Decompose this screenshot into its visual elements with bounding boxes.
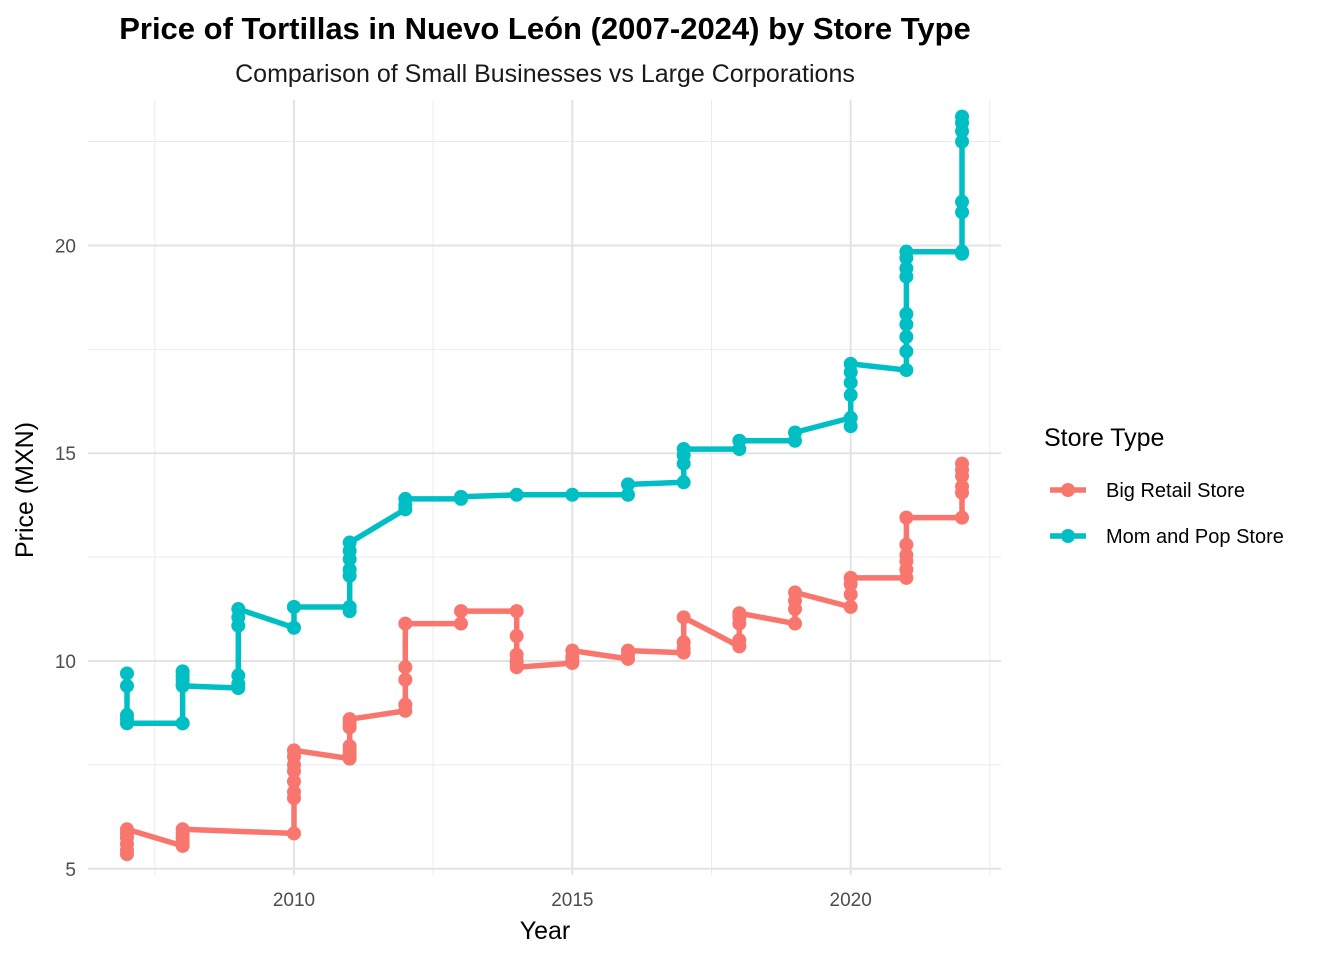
data-point (342, 604, 357, 619)
x-tick-label: 2010 (273, 890, 315, 911)
data-point (231, 668, 246, 683)
data-point (509, 629, 524, 644)
data-point (955, 134, 970, 149)
x-tick-label: 2015 (551, 890, 593, 911)
chart-subtitle: Comparison of Small Businesses vs Large … (235, 60, 855, 88)
y-tick-label: 20 (55, 236, 76, 257)
data-point (732, 606, 747, 621)
legend-item: Mom and Pop Store (1050, 526, 1284, 548)
legend-label: Big Retail Store (1106, 480, 1245, 502)
grid (88, 100, 1001, 875)
series-layer (119, 109, 970, 862)
data-point (899, 548, 914, 563)
data-point (955, 456, 970, 471)
data-point (398, 660, 413, 675)
data-point (342, 535, 357, 550)
data-point (899, 261, 914, 276)
data-point (955, 109, 970, 124)
data-point (398, 672, 413, 687)
data-point (175, 664, 190, 679)
data-point (843, 587, 858, 602)
data-point (342, 739, 357, 754)
data-point (286, 826, 301, 841)
data-point (843, 375, 858, 390)
data-point (286, 599, 301, 614)
data-point (453, 604, 468, 619)
data-point (899, 510, 914, 525)
data-point (565, 643, 580, 658)
legend-key-point (1061, 529, 1075, 543)
series-mom-and-pop-store (119, 109, 970, 731)
legend-title: Store Type (1044, 424, 1164, 452)
data-point (175, 678, 190, 693)
data-point (676, 610, 691, 625)
y-axis-title: Price (MXN) (11, 422, 39, 558)
data-point (119, 716, 134, 731)
data-point (342, 562, 357, 577)
data-point (899, 344, 914, 359)
data-point (843, 570, 858, 585)
data-point (788, 616, 803, 631)
data-point (899, 307, 914, 322)
legend-item: Big Retail Store (1050, 480, 1245, 502)
data-point (398, 697, 413, 712)
data-point (175, 716, 190, 731)
data-point (955, 194, 970, 209)
data-point (286, 743, 301, 758)
legend: Store Type Big Retail Store Mom and Pop S… (1044, 424, 1284, 548)
data-point (509, 660, 524, 675)
data-point (955, 510, 970, 525)
x-tick-label: 2020 (830, 890, 872, 911)
y-tick-label: 5 (65, 860, 76, 881)
data-point (119, 822, 134, 837)
data-point (509, 487, 524, 502)
data-point (621, 643, 636, 658)
data-point (676, 442, 691, 457)
data-point (119, 666, 134, 681)
data-point (286, 620, 301, 635)
data-point (676, 635, 691, 650)
series-big-retail-store (119, 456, 970, 862)
data-point (955, 205, 970, 220)
x-axis-title: Year (520, 917, 571, 945)
data-point (899, 537, 914, 552)
data-point (843, 388, 858, 403)
data-point (119, 678, 134, 693)
data-point (788, 425, 803, 440)
data-point (398, 616, 413, 631)
data-point (843, 599, 858, 614)
legend-key-point (1061, 483, 1075, 497)
data-point (843, 356, 858, 371)
data-point (342, 712, 357, 727)
data-point (565, 487, 580, 502)
data-point (899, 329, 914, 344)
data-point (231, 602, 246, 617)
data-point (621, 477, 636, 492)
data-point (676, 475, 691, 490)
legend-label: Mom and Pop Store (1106, 526, 1284, 548)
data-point (621, 487, 636, 502)
y-axis-ticks: 5 10 15 20 (55, 236, 76, 880)
x-axis-ticks: 2010 2015 2020 (273, 890, 872, 911)
data-point (899, 244, 914, 259)
data-point (899, 317, 914, 332)
chart-title: Price of Tortillas in Nuevo León (2007-2… (119, 11, 971, 46)
data-point (286, 774, 301, 789)
data-point (398, 491, 413, 506)
data-point (732, 633, 747, 648)
data-point (286, 784, 301, 799)
data-point (788, 585, 803, 600)
data-point (453, 489, 468, 504)
data-point (453, 616, 468, 631)
y-tick-label: 10 (55, 652, 76, 673)
data-point (732, 433, 747, 448)
data-point (175, 822, 190, 837)
data-point (509, 604, 524, 619)
data-point (843, 419, 858, 434)
y-tick-label: 15 (55, 444, 76, 465)
data-point (899, 363, 914, 378)
data-point (955, 479, 970, 494)
data-point (955, 246, 970, 261)
